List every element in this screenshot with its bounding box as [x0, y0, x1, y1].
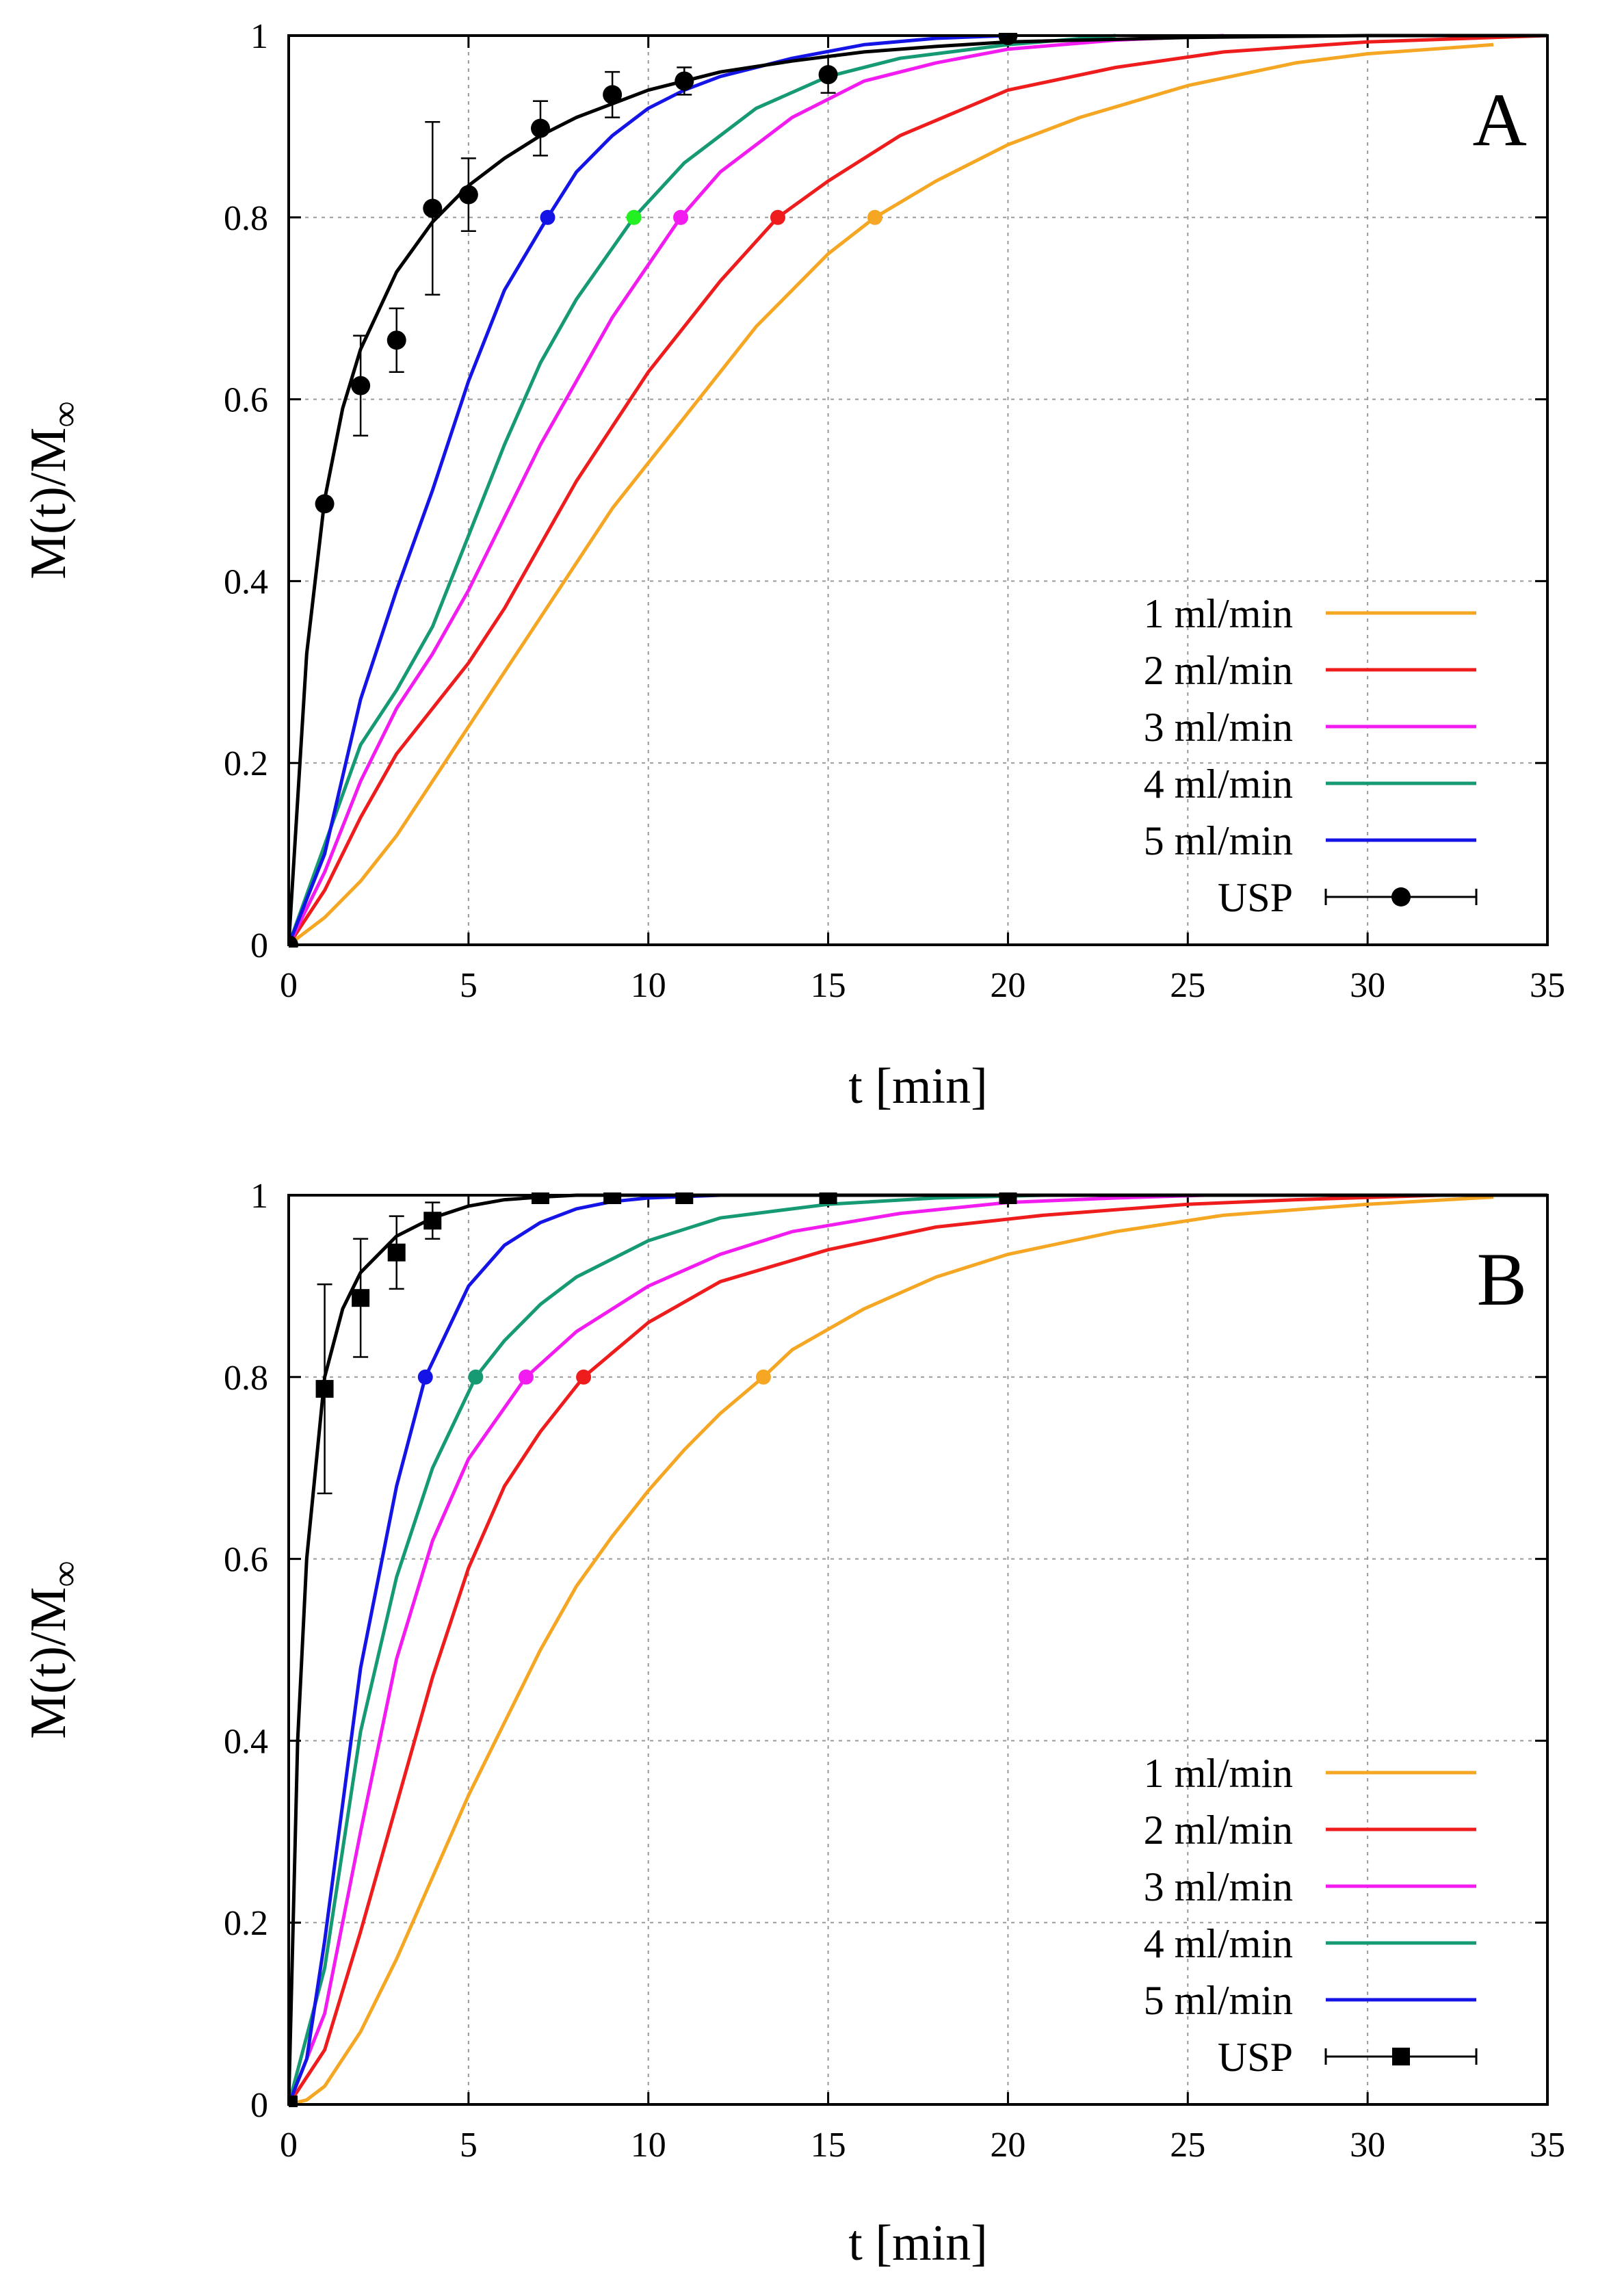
- legend-label-usp: USP: [1218, 875, 1293, 920]
- usp-point: [675, 71, 694, 91]
- series-marker-3: [518, 1369, 534, 1385]
- x-axis-label: t [min]: [848, 2215, 987, 2271]
- usp-point: [351, 376, 371, 395]
- x-tick-label: 25: [1170, 2126, 1205, 2165]
- legend-label-3: 3 ml/min: [1144, 1864, 1293, 1909]
- y-axis-label-subscript: ∞: [44, 401, 86, 428]
- y-tick-label: 0.4: [224, 562, 268, 601]
- series-line-2: [289, 34, 1547, 946]
- x-tick-label: 15: [811, 2126, 846, 2165]
- y-tick-label: 1: [250, 17, 268, 56]
- y-axis-label-main: M(t)/M: [21, 428, 77, 579]
- usp-point: [531, 118, 550, 138]
- legend-label-3: 3 ml/min: [1144, 705, 1293, 750]
- chart-panel-b: 0 5 10 15 20 25 30 35 0 0.2 0.4 0.6 0.8 1 t [min] M(t)/…: [21, 1177, 1565, 2271]
- x-tick-label: 10: [631, 966, 666, 1005]
- legend-label-2: 2 ml/min: [1144, 1808, 1293, 1853]
- x-tick-label: 30: [1350, 966, 1385, 1005]
- legend-label-1: 1 ml/min: [1144, 591, 1293, 636]
- legend-label-2: 2 ml/min: [1144, 648, 1293, 693]
- y-tick-label: 0.2: [224, 744, 268, 783]
- usp-point: [352, 1289, 370, 1307]
- x-tick-label: 35: [1530, 2126, 1565, 2165]
- series-line-4: [289, 34, 1116, 945]
- series-line-1: [289, 42, 1494, 946]
- y-tick-label: 0.6: [224, 381, 268, 420]
- series-marker-1: [867, 209, 882, 225]
- x-tick-label: 5: [460, 2126, 478, 2165]
- legend: 1 ml/min 2 ml/min 3 ml/min 4 ml/min 5 ml/min…: [1144, 591, 1478, 920]
- plot-frame: [287, 34, 1549, 946]
- x-tick-label: 10: [631, 2126, 666, 2165]
- usp-point: [603, 85, 623, 105]
- series-marker-1: [755, 1369, 771, 1385]
- usp-point: [315, 1380, 334, 1398]
- y-axis-label: M(t)/M∞: [21, 401, 86, 579]
- legend-label-4: 4 ml/min: [1144, 1921, 1293, 1966]
- y-tick-label: 0.4: [224, 1722, 268, 1761]
- y-tick-label: 1: [250, 1177, 268, 1216]
- series-marker-5: [417, 1369, 433, 1385]
- series-marker-3: [673, 209, 689, 225]
- chart-panel-a: 0 5 10 15 20 25 30 35 0 0.2 0.4 0.6 0.8 1 t [min] M(t)/…: [21, 17, 1565, 1114]
- x-tick-label: 20: [990, 966, 1025, 1005]
- panel-label: B: [1477, 1238, 1527, 1321]
- series-marker-2: [770, 209, 785, 225]
- x-tick-label: 25: [1170, 966, 1205, 1005]
- series-line-3: [289, 1193, 1206, 2105]
- series-marker-5: [540, 209, 555, 225]
- usp-point: [818, 65, 838, 85]
- legend-label-1: 1 ml/min: [1144, 1751, 1293, 1796]
- y-tick-label: 0: [250, 926, 268, 965]
- legend-label-usp: USP: [1218, 2035, 1293, 2080]
- legend-label-5: 5 ml/min: [1144, 818, 1293, 863]
- y-axis-label: M(t)/M∞: [21, 1561, 86, 1739]
- usp-point: [387, 330, 406, 350]
- legend-usp-marker: [1391, 887, 1411, 906]
- legend: 1 ml/min 2 ml/min 3 ml/min 4 ml/min 5 ml/min…: [1144, 1751, 1478, 2080]
- plot-frame: [287, 1194, 1549, 2106]
- usp-point: [458, 185, 478, 205]
- legend-label-5: 5 ml/min: [1144, 1978, 1293, 2023]
- y-tick-label: 0.8: [224, 199, 268, 238]
- usp-point: [423, 198, 443, 218]
- series-line-3: [289, 34, 1225, 946]
- plot-area: [289, 1192, 1547, 2107]
- y-axis-label-subscript: ∞: [44, 1561, 86, 1587]
- x-tick-label: 20: [990, 2126, 1025, 2165]
- series-marker-4: [468, 1369, 484, 1385]
- x-tick-label: 5: [460, 966, 478, 1005]
- legend-usp-marker: [1392, 2048, 1410, 2065]
- panel-label: A: [1473, 78, 1527, 161]
- y-axis-label-main: M(t)/M: [21, 1587, 77, 1739]
- usp-fit-line: [289, 34, 1547, 945]
- plot-area: [289, 33, 1547, 948]
- x-axis-label: t [min]: [848, 1058, 987, 1114]
- y-tick-label: 0.6: [224, 1541, 268, 1580]
- series-line-4: [289, 1193, 1045, 2105]
- series-marker-2: [576, 1369, 592, 1385]
- y-tick-label: 0.8: [224, 1359, 268, 1398]
- legend-label-4: 4 ml/min: [1144, 761, 1293, 807]
- usp-point: [387, 1243, 406, 1262]
- x-tick-label: 15: [811, 966, 846, 1005]
- y-tick-label: 0: [250, 2086, 268, 2125]
- usp-point: [423, 1212, 442, 1230]
- usp-fit-line: [289, 1193, 1547, 2105]
- series-line-2: [289, 1193, 1440, 2106]
- series-line-1: [289, 1195, 1494, 2106]
- usp-point: [315, 494, 335, 514]
- series-marker-4: [626, 209, 642, 225]
- x-tick-label: 30: [1350, 2126, 1385, 2165]
- x-tick-label: 0: [280, 2126, 298, 2165]
- series-line-5: [289, 1193, 792, 2105]
- x-tick-label: 35: [1530, 966, 1565, 1005]
- y-tick-label: 0.2: [224, 1904, 268, 1943]
- x-tick-label: 0: [280, 966, 298, 1005]
- series-line-5: [289, 34, 1008, 945]
